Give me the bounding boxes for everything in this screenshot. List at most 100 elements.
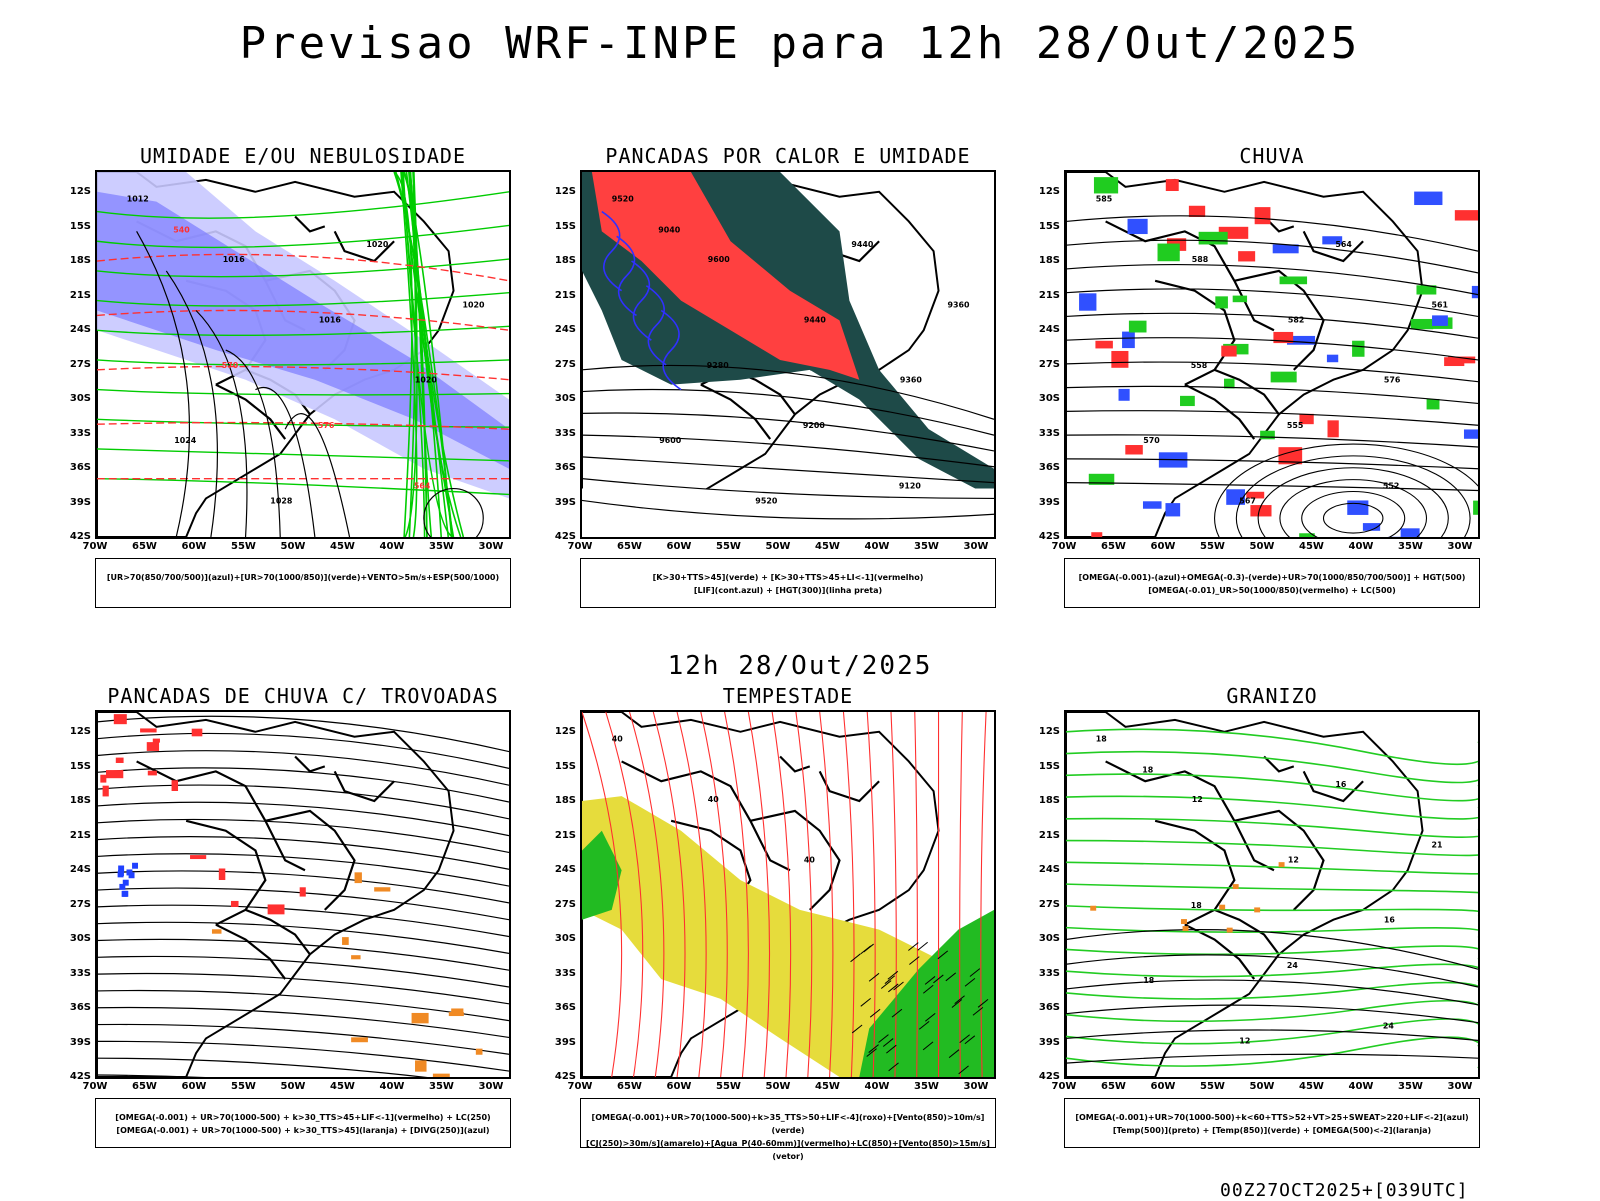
legend-line: [LIF](cont.azul) + [HGT(300)](linha pret… bbox=[581, 584, 995, 597]
lat-tick-label: 21S bbox=[550, 830, 576, 841]
lat-tick-label: 21S bbox=[1034, 830, 1060, 841]
hgt-contour bbox=[582, 389, 994, 435]
lat-tick-label: 33S bbox=[1034, 968, 1060, 979]
lon-tick-label: 35W bbox=[427, 541, 457, 552]
storm-cell bbox=[451, 1008, 463, 1013]
contour-label: 576 bbox=[318, 421, 335, 430]
state-border bbox=[295, 217, 325, 232]
legend-line: [OMEGA(-0.001) + UR>70(1000-500) + k>30_… bbox=[96, 1124, 510, 1137]
lon-tick-label: 70W bbox=[565, 1081, 595, 1092]
lat-tick-label: 12S bbox=[550, 726, 576, 737]
state-border bbox=[780, 757, 810, 772]
contour-label: 9120 bbox=[899, 482, 922, 491]
precip-blob bbox=[1455, 210, 1478, 220]
lon-tick-label: 55W bbox=[229, 1081, 259, 1092]
storm-cell bbox=[106, 770, 123, 778]
precip-blob bbox=[1473, 501, 1478, 515]
lat-tick-label: 27S bbox=[550, 359, 576, 370]
precip-blob bbox=[1166, 179, 1179, 191]
omega-cell bbox=[1090, 906, 1096, 911]
storm-cell bbox=[116, 758, 124, 763]
precip-blob bbox=[1129, 321, 1147, 333]
lon-tick-label: 50W bbox=[278, 1081, 308, 1092]
precip-blob bbox=[1215, 296, 1228, 308]
legend-line: [UR>70(850/700/500)](azul)+[UR>70(1000/8… bbox=[96, 571, 510, 584]
storm-cell bbox=[172, 780, 178, 791]
lat-tick-label: 21S bbox=[550, 290, 576, 301]
lat-tick-label: 12S bbox=[65, 726, 91, 737]
contour-label: 585 bbox=[1096, 195, 1113, 204]
lon-tick-label: 40W bbox=[1346, 1081, 1376, 1092]
panel-title: TEMPESTADE bbox=[580, 684, 996, 708]
contour-label: 570 bbox=[1143, 436, 1160, 445]
precip-blob bbox=[1199, 232, 1228, 245]
lon-tick-label: 65W bbox=[615, 1081, 645, 1092]
lon-tick-label: 45W bbox=[813, 541, 843, 552]
lat-tick-label: 36S bbox=[1034, 462, 1060, 473]
lon-tick-label: 40W bbox=[862, 541, 892, 552]
lon-tick-label: 45W bbox=[1297, 1081, 1327, 1092]
precip-blob bbox=[1427, 399, 1440, 409]
temp850-contour bbox=[1066, 884, 1478, 894]
storm-cell bbox=[153, 739, 160, 743]
lon-tick-label: 35W bbox=[427, 1081, 457, 1092]
temp850-contour bbox=[1066, 906, 1478, 916]
contour-label: 9360 bbox=[947, 301, 970, 310]
contour-label: 9600 bbox=[659, 436, 682, 445]
legend-line: [OMEGA(-0.001)+UR>70(1000-500)+k<60+TTS>… bbox=[1065, 1111, 1479, 1124]
omega-cell bbox=[1254, 907, 1260, 912]
map-frame bbox=[95, 710, 511, 1079]
divergence-cell bbox=[126, 869, 132, 875]
lon-tick-label: 35W bbox=[1396, 1081, 1426, 1092]
lon-tick-label: 65W bbox=[130, 1081, 160, 1092]
precip-blob bbox=[1238, 251, 1255, 261]
lat-tick-label: 36S bbox=[65, 462, 91, 473]
lon-tick-label: 50W bbox=[763, 1081, 793, 1092]
wind-vector bbox=[918, 942, 928, 950]
contour-label: 21 bbox=[1431, 841, 1442, 850]
legend-line: [OMEGA(-0.001) + UR>70(1000-500) + k>30_… bbox=[96, 1111, 510, 1124]
lon-tick-label: 45W bbox=[328, 541, 358, 552]
precip-blob bbox=[1271, 372, 1297, 383]
lon-tick-label: 50W bbox=[763, 541, 793, 552]
contour-label: 1028 bbox=[270, 496, 293, 505]
lon-tick-label: 40W bbox=[1346, 541, 1376, 552]
lon-tick-label: 60W bbox=[664, 1081, 694, 1092]
contour-label: 9520 bbox=[755, 496, 778, 505]
lon-tick-label: 55W bbox=[1198, 1081, 1228, 1092]
panel-title: UMIDADE E/OU NEBULOSIDADE bbox=[95, 144, 511, 168]
lon-tick-label: 40W bbox=[377, 541, 407, 552]
contour-label: 552 bbox=[1383, 482, 1400, 491]
storm-cell bbox=[351, 1037, 368, 1042]
lat-tick-label: 33S bbox=[550, 968, 576, 979]
contour-label: 24 bbox=[1287, 961, 1299, 970]
lon-tick-label: 30W bbox=[961, 1081, 991, 1092]
contour-label: 582 bbox=[1288, 315, 1305, 324]
lat-tick-label: 15S bbox=[65, 761, 91, 772]
lon-tick-label: 50W bbox=[278, 541, 308, 552]
precip-blob bbox=[1119, 389, 1130, 401]
streamline bbox=[97, 905, 509, 936]
temp850-contour bbox=[1066, 1019, 1478, 1046]
storm-cell bbox=[148, 771, 157, 776]
lon-tick-label: 65W bbox=[1099, 1081, 1129, 1092]
state-border bbox=[265, 811, 354, 910]
lat-tick-label: 15S bbox=[65, 221, 91, 232]
lat-tick-label: 30S bbox=[65, 933, 91, 944]
contour-label: 1016 bbox=[223, 255, 246, 264]
lat-tick-label: 39S bbox=[550, 1037, 576, 1048]
state-border bbox=[295, 757, 325, 772]
lat-tick-label: 21S bbox=[65, 830, 91, 841]
storm-cell bbox=[268, 904, 285, 914]
contour-label: 9520 bbox=[612, 195, 635, 204]
panel-legend: [OMEGA(-0.001) + UR>70(1000-500) + k>30_… bbox=[95, 1098, 511, 1148]
contour-label: 9280 bbox=[707, 361, 730, 370]
divergence-cell bbox=[132, 863, 138, 869]
lon-tick-label: 65W bbox=[615, 541, 645, 552]
